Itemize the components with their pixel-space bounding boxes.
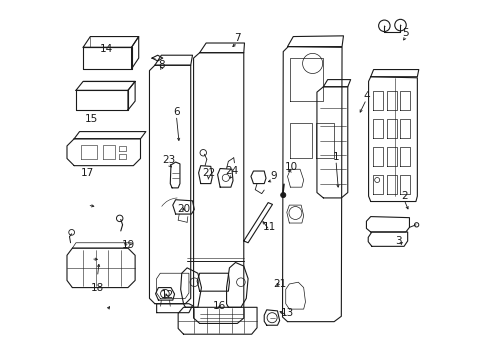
Text: 19: 19 <box>121 239 134 249</box>
Text: 12: 12 <box>161 290 174 300</box>
Text: 16: 16 <box>212 301 225 311</box>
Text: 15: 15 <box>84 114 98 124</box>
Text: 24: 24 <box>225 166 238 176</box>
Text: 6: 6 <box>173 107 179 117</box>
Text: 13: 13 <box>280 308 294 318</box>
Text: 2: 2 <box>400 191 407 201</box>
Text: 17: 17 <box>81 168 94 178</box>
Text: 10: 10 <box>284 162 297 172</box>
Text: 11: 11 <box>263 222 276 231</box>
Text: 5: 5 <box>402 28 408 38</box>
Text: 20: 20 <box>177 204 190 214</box>
Text: 4: 4 <box>363 91 369 101</box>
Text: 9: 9 <box>269 171 276 181</box>
Circle shape <box>280 193 285 198</box>
Text: 22: 22 <box>202 168 215 178</box>
Text: 8: 8 <box>159 60 165 70</box>
Text: 7: 7 <box>234 33 240 43</box>
Text: 21: 21 <box>273 279 286 289</box>
Text: 1: 1 <box>332 152 339 162</box>
Text: 18: 18 <box>91 283 104 293</box>
Text: 14: 14 <box>100 44 113 54</box>
Text: 3: 3 <box>395 236 401 246</box>
Text: 23: 23 <box>162 155 176 165</box>
